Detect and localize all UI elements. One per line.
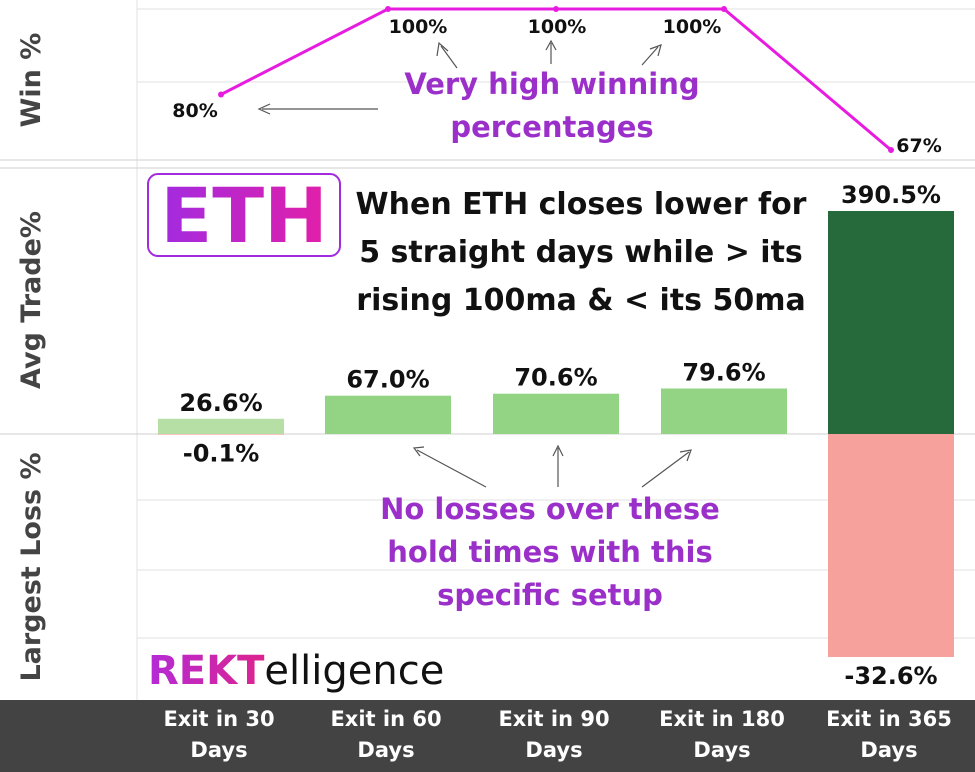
brand-part-1: REKT [148,648,265,694]
win-data-label: 100% [389,16,448,38]
win-data-label: 67% [896,135,941,157]
x-tick-label: Days [525,738,582,762]
win-axis-title: Win % [16,33,47,128]
x-tick-label: Days [357,738,414,762]
x-axis-categories: Exit in 30 Days Exit in 60 Days Exit in 90 Da… [163,707,951,762]
loss-bars: -0.1% -32.6% [158,434,954,690]
avg-trade-data-label: 26.6% [179,389,262,417]
loss-bar [828,434,954,657]
avg-trade-bar [828,211,954,434]
win-line: 80% 100% 100% 100% 67% [172,6,942,157]
chart-title: When ETH closes lower for 5 straight day… [356,187,807,318]
avg-trade-data-label: 70.6% [514,364,597,392]
annotation-loss-arrows [412,444,692,488]
title-line-1: When ETH closes lower for [356,187,807,222]
x-tick-label: Days [693,738,750,762]
avg-trade-axis-title: Avg Trade% [16,211,47,389]
grid [136,0,975,700]
avg-trade-bars: 26.6% 67.0% 70.6% 79.6% 390.5% [158,181,954,434]
x-tick-label: Exit in 60 [330,707,441,731]
annotation-win: Very high winning percentages [404,67,699,144]
avg-trade-data-label: 390.5% [841,181,941,209]
eth-badge-text: ETH [160,171,327,260]
win-point [553,6,559,12]
x-tick-label: Exit in 90 [498,707,609,731]
win-data-label: 80% [172,100,217,122]
x-tick-label: Exit in 180 [659,707,785,731]
x-tick-label: Days [190,738,247,762]
annotation-loss-line-3: specific setup [437,578,663,612]
avg-trade-bar [158,418,284,434]
title-line-2: 5 straight days while > its [359,235,803,270]
win-point [218,91,224,98]
loss-data-label: -0.1% [183,440,260,468]
brand-text: REKTelligence [148,648,444,694]
annotation-win-arrows [257,39,662,115]
largest-loss-axis-title: Largest Loss % [16,452,47,681]
win-point [721,6,727,12]
x-tick-label: Exit in 30 [163,707,274,731]
annotation-loss: No losses over these hold times with thi… [380,492,720,612]
brand-logo: REKTelligence [148,648,444,694]
x-tick-label: Days [860,738,917,762]
win-point [888,147,894,153]
annotation-win-line-1: Very high winning [404,67,699,101]
brand-part-2: elligence [264,648,444,694]
avg-trade-bar [493,393,619,434]
footer-background [0,700,975,772]
avg-trade-bar [661,388,787,434]
avg-trade-data-label: 67.0% [346,366,429,394]
title-line-3: rising 100ma & < its 50ma [356,283,805,318]
annotation-win-line-2: percentages [450,110,653,144]
win-data-label: 100% [528,16,587,38]
avg-trade-data-label: 79.6% [682,359,765,387]
annotation-loss-line-1: No losses over these [380,492,720,526]
eth-badge: ETH [147,171,341,260]
loss-data-label: -32.6% [844,662,937,690]
annotation-loss-line-2: hold times with this [387,535,712,569]
win-data-label: 100% [663,16,722,38]
x-tick-label: Exit in 365 [826,707,952,731]
avg-trade-bar [325,395,451,434]
loss-bar [158,434,284,435]
win-point [385,6,391,12]
